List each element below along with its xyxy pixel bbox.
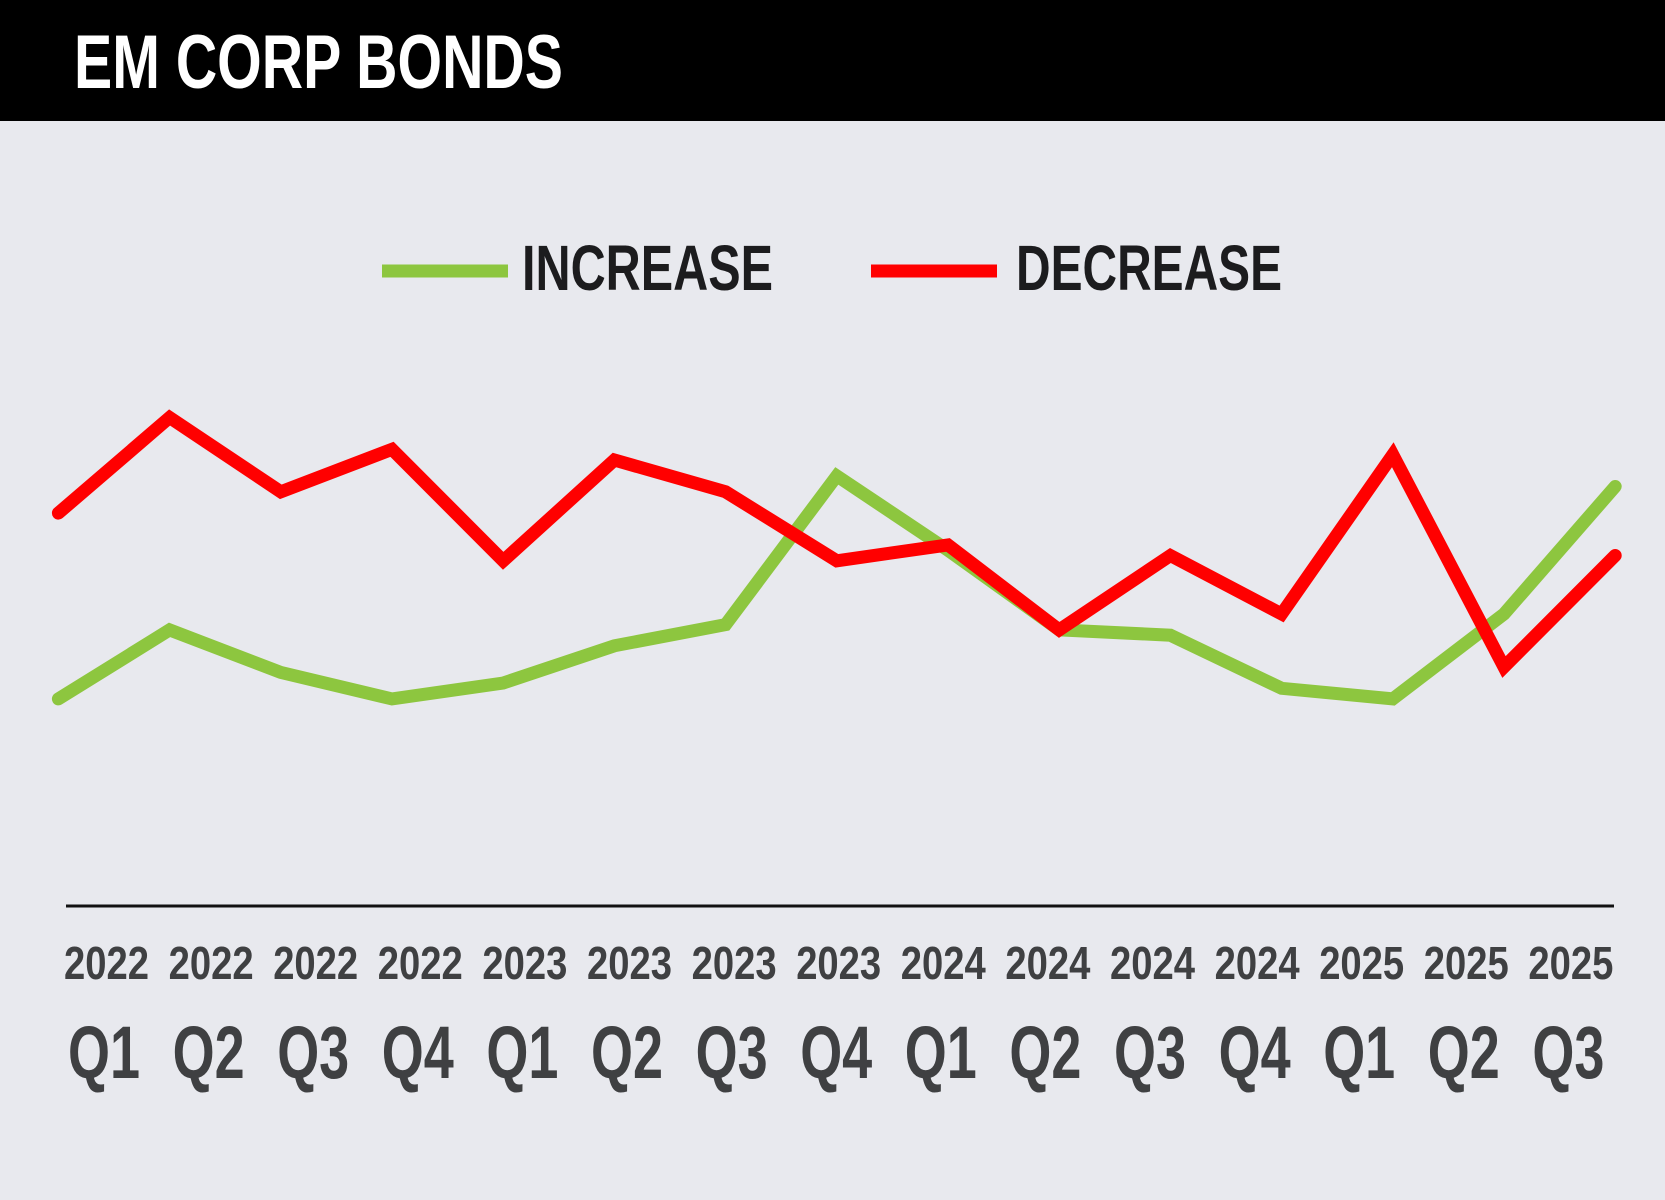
tick-label-quarter: Q1	[905, 1011, 977, 1094]
data-point-increase	[1169, 634, 1171, 636]
tick-label-year: 2024	[901, 937, 986, 989]
data-point-decrease	[947, 544, 949, 546]
tick-label-year: 2023	[796, 937, 881, 989]
data-point-decrease	[836, 560, 838, 562]
data-point-decrease	[1169, 555, 1171, 557]
data-point-decrease	[57, 512, 59, 514]
tick-label-quarter: Q4	[1219, 1011, 1291, 1094]
tick-label-year: 2022	[378, 937, 463, 989]
data-point-increase	[169, 629, 171, 631]
data-point-increase	[613, 645, 615, 647]
data-point-decrease	[169, 416, 171, 418]
x-axis-ticks: 2022 Q1 2022 Q2 2022 Q3 2022 Q4 2023 Q1 2023 Q2 2023…	[64, 937, 1613, 1094]
tick-label-quarter: Q1	[1323, 1011, 1395, 1094]
data-point-decrease	[1503, 666, 1505, 668]
data-point-decrease	[1614, 555, 1616, 557]
tick-label-year: 2024	[1110, 937, 1195, 989]
tick-label-year: 2022	[169, 937, 254, 989]
legend-label-increase: INCREASE	[522, 232, 773, 304]
tick-label-year: 2025	[1528, 937, 1613, 989]
data-point-increase	[1281, 687, 1283, 689]
series-lines	[51, 409, 1622, 706]
tick-label-quarter: Q3	[277, 1011, 349, 1094]
data-point-increase	[1392, 698, 1394, 700]
tick-label-year: 2022	[273, 937, 358, 989]
tick-label-quarter: Q2	[1009, 1011, 1081, 1094]
data-point-increase	[1614, 486, 1616, 488]
series-line-decrease	[51, 409, 1622, 678]
tick-label-year: 2022	[64, 937, 149, 989]
data-point-decrease	[391, 448, 393, 450]
tick-label-year: 2025	[1424, 937, 1509, 989]
tick-label-year: 2025	[1319, 937, 1404, 989]
data-point-decrease	[502, 560, 504, 562]
tick-label-quarter: Q3	[1532, 1011, 1604, 1094]
tick-label-quarter: Q4	[800, 1011, 872, 1094]
data-point-increase	[502, 682, 504, 684]
header-bar	[0, 0, 1665, 121]
data-point-increase	[725, 624, 727, 626]
tick-label-year: 2023	[482, 937, 567, 989]
tick-label-quarter: Q1	[68, 1011, 140, 1094]
data-point-decrease	[1281, 613, 1283, 615]
tick-label-quarter: Q3	[1114, 1011, 1186, 1094]
tick-label-quarter: Q4	[382, 1011, 454, 1094]
series-line-increase	[51, 467, 1622, 706]
data-point-decrease	[280, 491, 282, 493]
legend: INCREASE DECREASE	[382, 232, 1282, 304]
data-point-increase	[280, 671, 282, 673]
chart-title: EM CORP BONDS	[74, 20, 563, 105]
data-point-decrease	[1058, 629, 1060, 631]
data-point-increase	[391, 698, 393, 700]
tick-label-year: 2024	[1215, 937, 1300, 989]
data-point-increase	[57, 698, 59, 700]
data-point-decrease	[613, 459, 615, 461]
tick-label-quarter: Q1	[486, 1011, 558, 1094]
tick-label-quarter: Q2	[173, 1011, 245, 1094]
legend-label-decrease: DECREASE	[1016, 232, 1282, 304]
data-point-decrease	[1392, 454, 1394, 456]
tick-label-year: 2023	[692, 937, 777, 989]
data-point-increase	[836, 475, 838, 477]
tick-label-quarter: Q3	[696, 1011, 768, 1094]
tick-label-quarter: Q2	[591, 1011, 663, 1094]
data-point-increase	[1503, 613, 1505, 615]
tick-label-quarter: Q2	[1428, 1011, 1500, 1094]
tick-label-year: 2024	[1005, 937, 1090, 989]
data-point-decrease	[725, 491, 727, 493]
tick-label-year: 2023	[587, 937, 672, 989]
